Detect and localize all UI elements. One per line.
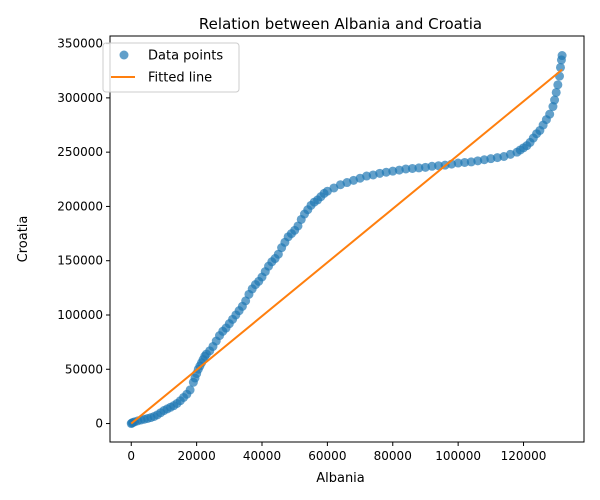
legend-label-fitted-line: Fitted line — [148, 71, 212, 86]
y-tick-label: 350000 — [57, 37, 103, 51]
legend-label-data-points: Data points — [148, 49, 223, 64]
scatter-point — [401, 164, 411, 174]
scatter-point — [414, 163, 424, 173]
x-tick-label: 80000 — [374, 449, 412, 463]
x-tick-label: 0 — [127, 449, 135, 463]
y-tick-label: 200000 — [57, 199, 103, 213]
legend-marker-data-points — [119, 50, 129, 60]
scatter-point — [551, 87, 561, 97]
scatter-point — [427, 161, 437, 171]
y-tick-label: 100000 — [57, 308, 103, 322]
legend: Data points Fitted line — [102, 42, 240, 93]
scatter-point — [557, 51, 567, 61]
plot-area — [126, 51, 567, 429]
x-tick-label: 40000 — [243, 449, 281, 463]
y-tick-label: 250000 — [57, 145, 103, 159]
chart-title: Relation between Albania and Croatia — [199, 15, 482, 33]
scatter-series-data-points — [126, 51, 567, 429]
legend-box — [102, 42, 240, 93]
x-tick-label: 120000 — [501, 449, 547, 463]
scatter-point — [555, 62, 565, 72]
y-tick-label: 300000 — [57, 91, 103, 105]
x-tick-label: 60000 — [308, 449, 346, 463]
scatter-point — [453, 158, 463, 168]
x-axis-label: Albania — [316, 471, 365, 486]
y-tick-label: 0 — [95, 417, 103, 431]
scatter-point — [185, 385, 195, 395]
y-tick-label: 150000 — [57, 254, 103, 268]
y-tick-label: 50000 — [65, 362, 103, 376]
x-axis-ticks: 0 20000 40000 60000 80000 100000 120000 — [127, 442, 546, 463]
scatter-point — [550, 95, 560, 105]
x-tick-label: 20000 — [178, 449, 216, 463]
y-axis-ticks: 0 50000 100000 150000 200000 250000 300000 3500… — [57, 37, 110, 431]
scatter-point — [553, 80, 563, 90]
scatter-point — [407, 163, 417, 173]
fitted-line — [130, 68, 563, 425]
scatter-point — [545, 109, 555, 119]
x-tick-label: 100000 — [435, 449, 481, 463]
y-axis-label: Croatia — [16, 216, 31, 263]
scatter-point — [434, 161, 444, 171]
axes-frame — [109, 35, 585, 443]
scatter-point — [460, 157, 470, 167]
